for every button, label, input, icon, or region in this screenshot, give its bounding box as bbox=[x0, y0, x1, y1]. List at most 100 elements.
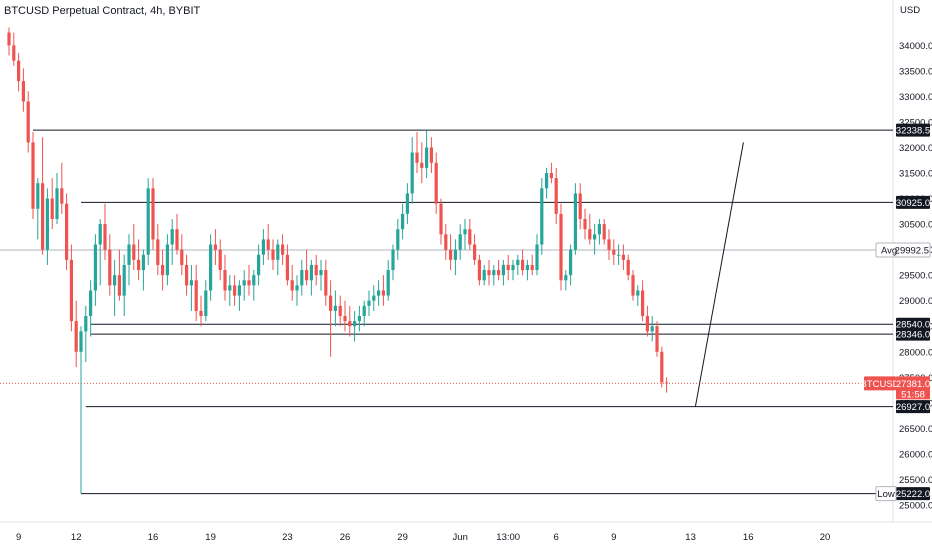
y-tick-label: 25500.0 bbox=[899, 475, 932, 486]
candle bbox=[194, 280, 198, 311]
candle bbox=[242, 280, 246, 286]
candle bbox=[463, 229, 467, 235]
candle bbox=[252, 275, 256, 286]
x-tick-label: 16 bbox=[743, 532, 754, 543]
candle bbox=[401, 213, 405, 230]
candle bbox=[650, 326, 654, 332]
candle bbox=[660, 351, 664, 383]
level-tag bbox=[896, 327, 930, 341]
candle bbox=[204, 290, 208, 317]
candle bbox=[113, 275, 117, 286]
x-tick-label: 9 bbox=[16, 532, 21, 543]
candle bbox=[492, 270, 496, 276]
level-tag bbox=[896, 123, 930, 137]
candle bbox=[429, 147, 433, 163]
level-tag-text: 32338.5 bbox=[896, 126, 930, 137]
level-tag bbox=[896, 317, 930, 331]
level-tag-text: 30925.0 bbox=[896, 198, 930, 209]
candle bbox=[564, 275, 568, 281]
candle bbox=[103, 224, 107, 250]
candle bbox=[285, 254, 289, 281]
candle bbox=[233, 285, 237, 296]
chart-title: BTCUSD Perpetual Contract, 4h, BYBIT bbox=[4, 5, 201, 17]
candle bbox=[617, 254, 621, 256]
avg-tag-value: 29992.5 bbox=[895, 246, 929, 257]
candle bbox=[329, 295, 333, 311]
candle bbox=[645, 316, 649, 332]
symbol-tag-text: BTCUSD bbox=[860, 379, 899, 390]
candle bbox=[93, 244, 97, 291]
y-tick-label: 33000.0 bbox=[899, 92, 932, 103]
candle bbox=[314, 264, 318, 276]
y-tick-label: 34000.0 bbox=[899, 41, 932, 52]
candle bbox=[79, 331, 83, 352]
y-tick-label: 32000.0 bbox=[899, 143, 932, 154]
candle bbox=[458, 234, 462, 250]
candle bbox=[290, 280, 294, 291]
candle bbox=[209, 244, 213, 291]
y-tick-label: 31500.0 bbox=[899, 169, 932, 180]
candle bbox=[631, 275, 635, 296]
y-tick-label: 29500.0 bbox=[899, 271, 932, 282]
x-tick-label: 12 bbox=[71, 532, 82, 543]
x-tick-label: 20 bbox=[820, 532, 831, 543]
candle bbox=[410, 152, 414, 194]
candle bbox=[132, 244, 136, 260]
candle bbox=[554, 178, 558, 214]
candle bbox=[357, 316, 361, 322]
x-tick-label: Jun bbox=[453, 532, 468, 543]
candle bbox=[473, 244, 477, 260]
candle bbox=[348, 321, 352, 327]
candle bbox=[55, 188, 59, 219]
candle bbox=[521, 259, 525, 271]
candle bbox=[501, 264, 505, 276]
x-tick-label: 16 bbox=[148, 532, 159, 543]
y-tick-label: 25000.0 bbox=[899, 501, 932, 512]
candle bbox=[185, 264, 189, 286]
y-tick-label: 26000.0 bbox=[899, 449, 932, 460]
candle bbox=[98, 224, 102, 245]
candle bbox=[612, 249, 616, 255]
candle bbox=[549, 173, 553, 179]
candle bbox=[535, 244, 539, 271]
candle bbox=[218, 249, 222, 271]
candle bbox=[607, 239, 611, 250]
candle bbox=[281, 244, 285, 255]
candle bbox=[381, 290, 385, 296]
candle bbox=[50, 198, 54, 219]
candle bbox=[261, 239, 265, 255]
level-tag bbox=[896, 195, 930, 209]
candle bbox=[497, 270, 501, 276]
candle bbox=[641, 290, 645, 317]
candle bbox=[161, 264, 165, 276]
candle bbox=[257, 254, 261, 276]
candle bbox=[405, 193, 409, 214]
candle bbox=[141, 254, 145, 271]
candle bbox=[449, 249, 453, 260]
candle bbox=[487, 270, 491, 276]
countdown-text: 51:58 bbox=[901, 389, 925, 400]
candle bbox=[530, 264, 534, 271]
candle bbox=[65, 203, 69, 260]
candle bbox=[69, 259, 73, 322]
projection-line[interactable] bbox=[694, 142, 744, 407]
candle bbox=[439, 203, 443, 235]
candle bbox=[602, 224, 606, 240]
x-tick-label: 29 bbox=[397, 532, 408, 543]
y-tick-label: 33500.0 bbox=[899, 66, 932, 77]
candle bbox=[276, 244, 280, 260]
candle bbox=[324, 270, 328, 296]
x-tick-label: 23 bbox=[282, 532, 293, 543]
level-tag bbox=[896, 400, 930, 414]
candle bbox=[266, 239, 270, 250]
candle bbox=[108, 249, 112, 286]
candle bbox=[237, 285, 241, 296]
candle bbox=[21, 81, 25, 102]
candle bbox=[17, 60, 21, 82]
avg-tag bbox=[875, 242, 931, 258]
x-tick-label: 19 bbox=[205, 532, 216, 543]
candle bbox=[199, 310, 203, 317]
candle bbox=[391, 249, 395, 271]
